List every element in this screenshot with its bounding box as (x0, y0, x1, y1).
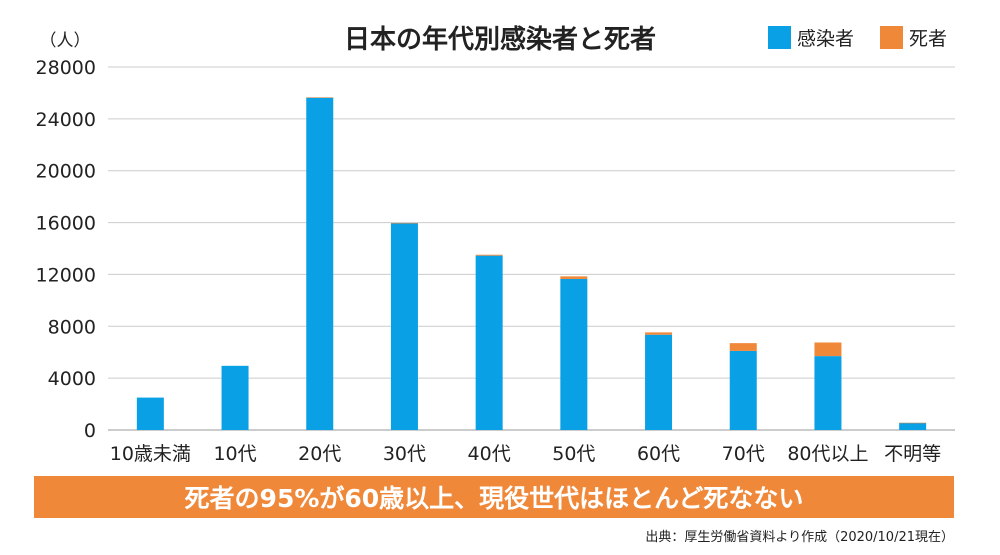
bar-infected-6 (645, 334, 673, 430)
grid-lines (108, 66, 955, 431)
x-category-label: 80代以上 (787, 443, 868, 465)
conclusion-banner: 死者の95%が60歳以上、現役世代はほとんど死なない (34, 476, 954, 518)
legend: 感染者 死者 (768, 26, 947, 50)
legend-swatch-infected (768, 26, 791, 49)
bar-infected-7 (729, 350, 757, 430)
x-category-label: 50代 (552, 443, 595, 465)
y-tick-label: 24000 (36, 109, 96, 131)
bar-infected-8 (814, 356, 842, 430)
y-tick-label: 4000 (48, 368, 96, 390)
x-category-label: 30代 (383, 443, 426, 465)
bar-infected-9 (899, 422, 927, 430)
legend-label-deaths: 死者 (909, 28, 947, 50)
y-tick-label: 28000 (36, 57, 96, 79)
y-tick-label: 16000 (36, 213, 96, 235)
bars (136, 97, 927, 431)
bar-deaths-3 (390, 222, 418, 224)
x-category-label: 不明等 (884, 443, 941, 465)
x-category-label: 10代 (213, 443, 256, 465)
source-note: 出典：厚生労働省資料より作成（2020/10/21現在） (645, 530, 954, 545)
x-category-label: 10歳未満 (110, 443, 191, 465)
bar-deaths-4 (475, 254, 503, 256)
stacked-bar-chart: 日本の年代別感染者と死者 （人） 感染者 死者 0 4000 8000 12000 16… (36, 24, 955, 465)
y-tick-label: 20000 (36, 161, 96, 183)
chart-title: 日本の年代別感染者と死者 (344, 24, 656, 55)
bar-infected-1 (221, 365, 249, 430)
x-category-label: 40代 (468, 443, 511, 465)
y-tick-label: 12000 (36, 264, 96, 286)
legend-label-infected: 感染者 (797, 28, 854, 50)
x-category-label: 20代 (298, 443, 341, 465)
bar-infected-3 (390, 223, 418, 430)
y-tick-label: 8000 (48, 316, 96, 338)
bar-deaths-8 (814, 342, 842, 357)
bar-infected-4 (475, 255, 503, 430)
x-category-label: 60代 (637, 443, 680, 465)
bar-deaths-2 (306, 97, 334, 98)
y-axis-ticks: 0 4000 8000 12000 16000 20000 24000 28000 (36, 57, 96, 442)
y-tick-label: 0 (84, 420, 96, 442)
y-axis-unit-label: （人） (40, 31, 91, 51)
bar-infected-0 (136, 397, 164, 430)
legend-swatch-deaths (880, 26, 903, 49)
conclusion-banner-text: 死者の95%が60歳以上、現役世代はほとんど死なない (184, 484, 804, 513)
x-category-label: 70代 (722, 443, 765, 465)
bar-deaths-7 (729, 343, 757, 351)
bar-infected-5 (560, 278, 588, 430)
x-axis-categories: 10歳未満 10代 20代 30代 40代 50代 60代 70代 80代以上 不明等 (110, 443, 941, 465)
bar-infected-2 (306, 97, 334, 431)
bar-deaths-9 (899, 422, 927, 424)
bar-deaths-5 (560, 276, 588, 279)
bar-deaths-6 (645, 332, 673, 335)
